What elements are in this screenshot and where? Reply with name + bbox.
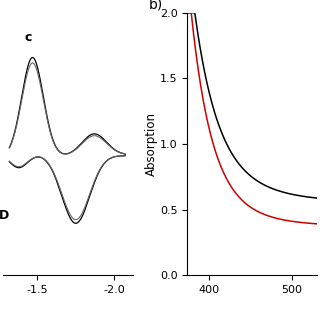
Text: D: D <box>0 209 9 222</box>
Text: b): b) <box>148 0 163 11</box>
Y-axis label: Absorption: Absorption <box>145 112 158 176</box>
Text: c: c <box>24 31 32 44</box>
